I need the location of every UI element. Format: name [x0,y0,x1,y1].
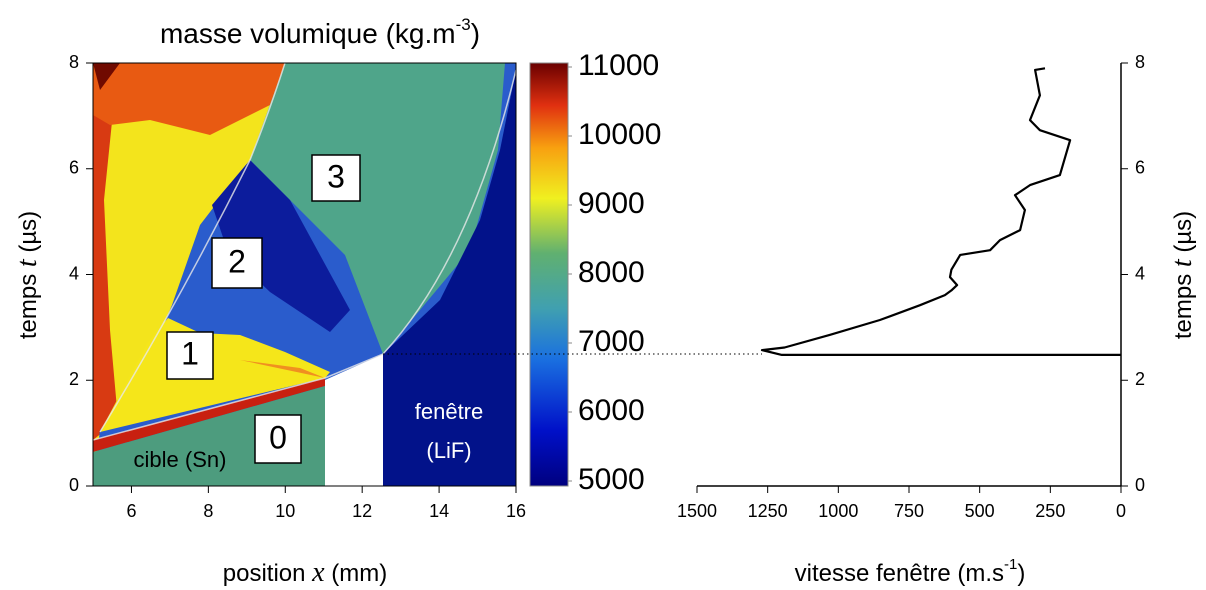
velocity-line [760,67,1121,356]
x-tick-label: 1500 [677,501,717,521]
region-box [254,414,302,464]
x-tick-label: 1250 [748,501,788,521]
y-tick-label: 4 [1135,263,1145,283]
y-tick-label: 6 [1135,158,1145,178]
y-tick-label: 8 [69,52,79,72]
y-axis-label: temps t (µs) [12,211,43,339]
colorbar [529,62,569,487]
colorbar-tick-label: 6000 [578,394,645,427]
x-tick-label: 10 [275,501,295,521]
x-tick-label: 250 [1035,501,1065,521]
x-tick-label: 750 [894,501,924,521]
x-tick-label: 8 [203,501,213,521]
x-tick-label: 500 [965,501,995,521]
x-tick-label: 12 [352,501,372,521]
y-tick-label: 2 [1135,369,1145,389]
colorbar-tick-label: 8000 [578,256,645,289]
region-box [311,154,361,202]
region-label: 0 [269,419,287,455]
annotation: cible (Sn) [134,447,227,472]
y-tick-label: 0 [1135,475,1145,495]
chart-title: masse volumique (kg.m-3) [160,15,480,49]
x-tick-label: 0 [1116,501,1126,521]
annotation: fenêtre [415,399,484,424]
colorbar-tick-label: 5000 [578,463,645,496]
x-tick-label: 14 [429,501,449,521]
x-tick-label: 16 [506,501,526,521]
region-label: 2 [228,243,246,279]
colorbar-tick-label: 9000 [578,187,645,220]
y-tick-label: 2 [69,369,79,389]
colorbar-tick-label: 10000 [578,118,661,151]
y-axis-label: temps t (µs) [1167,211,1198,339]
y-tick-label: 6 [69,158,79,178]
colorbar-tick-label: 7000 [578,325,645,358]
region-box [211,237,263,289]
x-tick-label: 6 [126,501,136,521]
x-axis-label: position x (mm) [223,557,387,588]
region-box [166,331,214,380]
y-tick-label: 0 [69,475,79,495]
y-tick-label: 8 [1135,52,1145,72]
region-label: 3 [327,158,345,194]
region-label: 1 [181,335,199,371]
density-map [93,63,516,486]
annotation: (LiF) [426,438,471,463]
x-axis-label: vitesse fenêtre (m.s-1) [795,556,1026,587]
x-tick-label: 1000 [818,501,858,521]
colorbar-tick-label: 11000 [578,49,659,82]
y-tick-label: 4 [69,263,79,283]
